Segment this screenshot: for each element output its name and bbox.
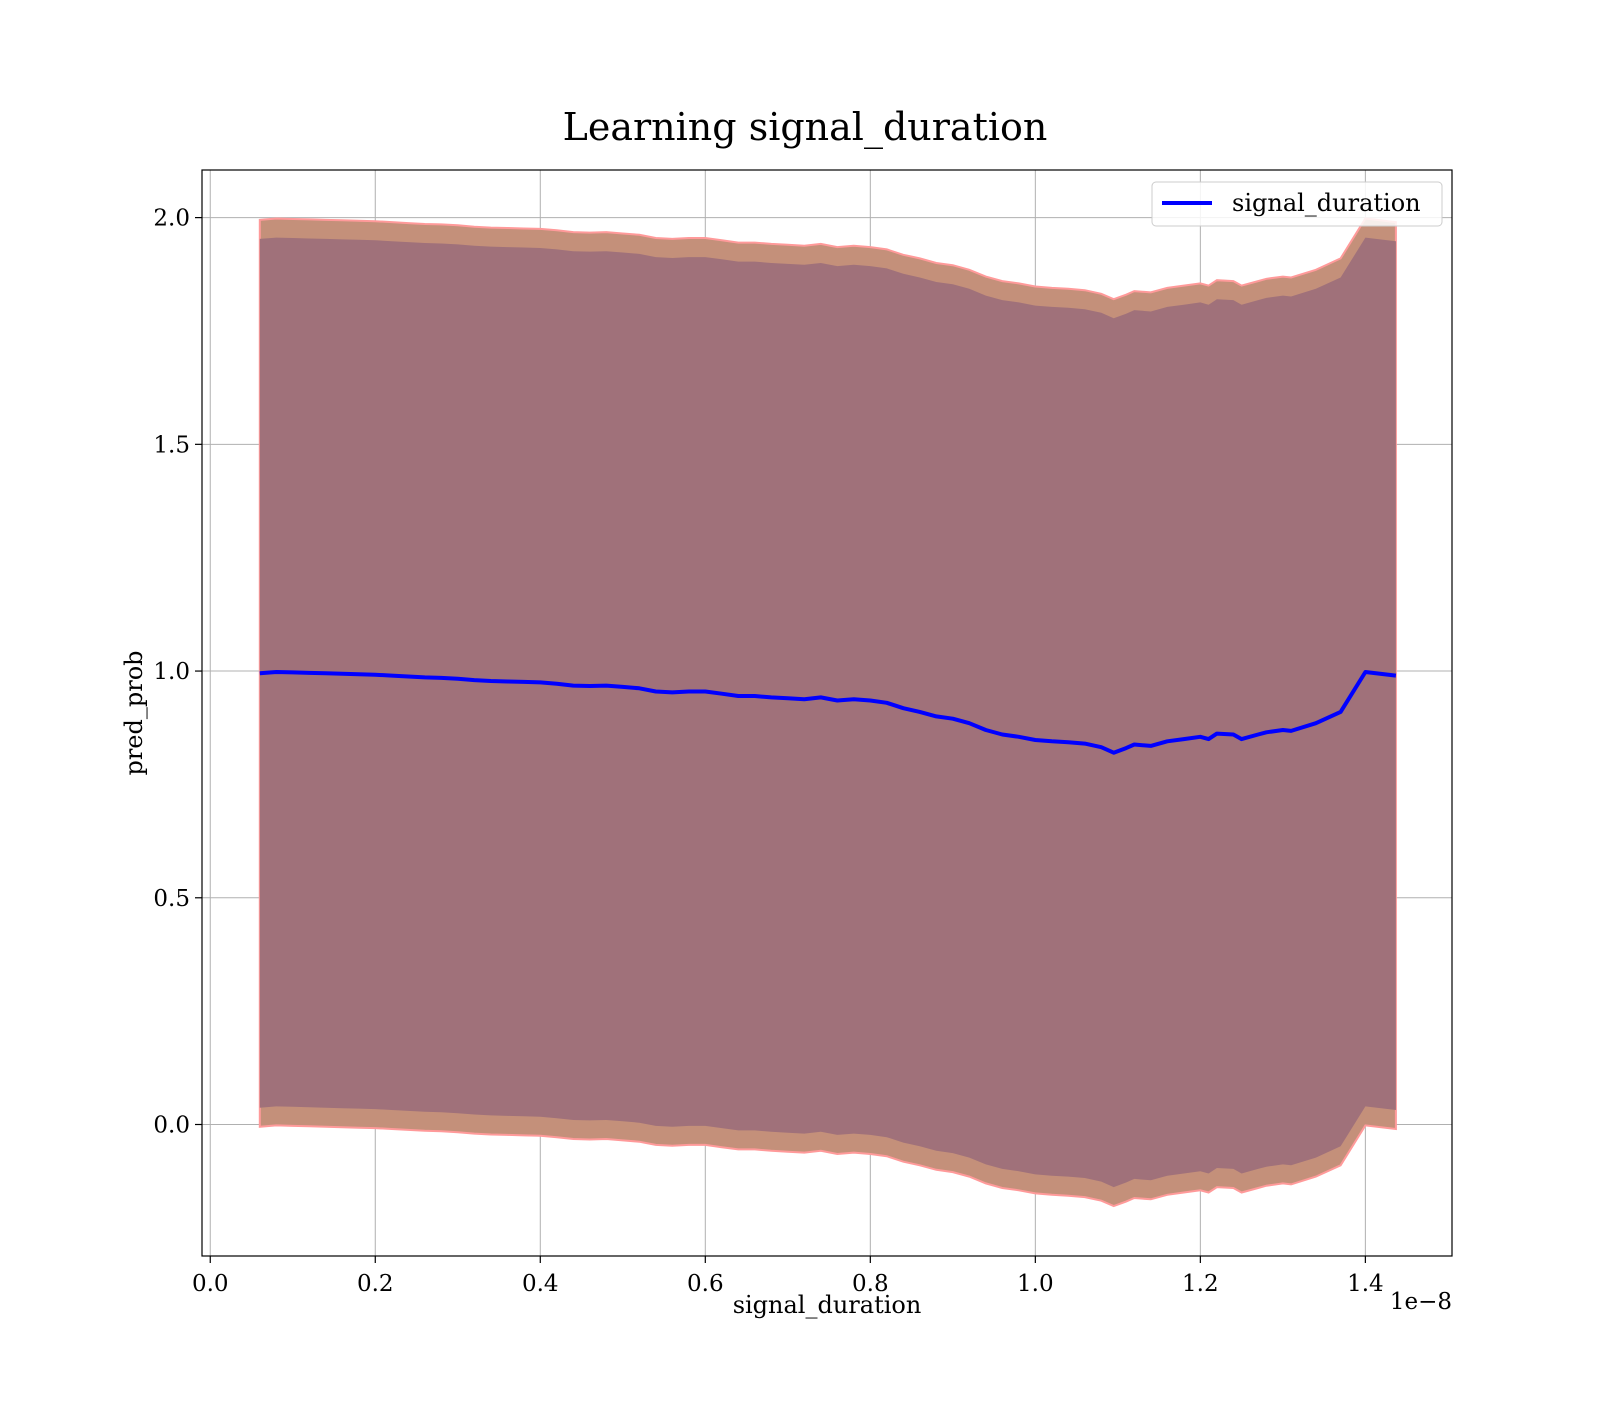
y-axis-ticks: 0.0 0.5 1.0 1.5 2.0	[153, 206, 202, 1139]
confidence-bands	[258, 217, 1397, 1208]
series-lines	[259, 670, 1397, 755]
legend-entry-signal-duration: signal_duration	[1232, 189, 1421, 217]
y-axis-label: pred_prob	[120, 650, 148, 775]
series-line-signal-duration	[259, 670, 1397, 755]
legend-box	[1151, 181, 1443, 227]
y-tick-label: 0.0	[153, 1113, 190, 1139]
y-tick-label: 1.5	[153, 432, 190, 458]
x-tick-label: 0.0	[192, 1271, 229, 1297]
plot-frame	[201, 169, 1453, 1257]
x-axis-ticks: 0.0 0.2 0.4 0.6 0.8 1.0 1.2 1.4	[192, 1256, 1384, 1297]
x-tick-label: 1.4	[1347, 1271, 1384, 1297]
y-tick-label: 1.0	[153, 659, 190, 685]
inner-confidence-band	[259, 237, 1396, 1188]
y-tick-label: 0.5	[153, 886, 190, 912]
x-tick-label: 0.6	[687, 1271, 724, 1297]
x-axis-offset-label: 1e−8	[1390, 1289, 1452, 1315]
legend: signal_duration	[1151, 181, 1443, 227]
x-tick-label: 1.2	[1182, 1271, 1219, 1297]
chart-title: Learning signal_duration	[563, 105, 1048, 150]
x-tick-label: 0.4	[522, 1271, 559, 1297]
x-tick-label: 1.0	[1017, 1271, 1054, 1297]
x-tick-label: 0.2	[357, 1271, 394, 1297]
x-axis-label: signal_duration	[733, 1291, 922, 1319]
y-tick-label: 2.0	[153, 206, 190, 232]
x-tick-label: 0.8	[852, 1271, 889, 1297]
